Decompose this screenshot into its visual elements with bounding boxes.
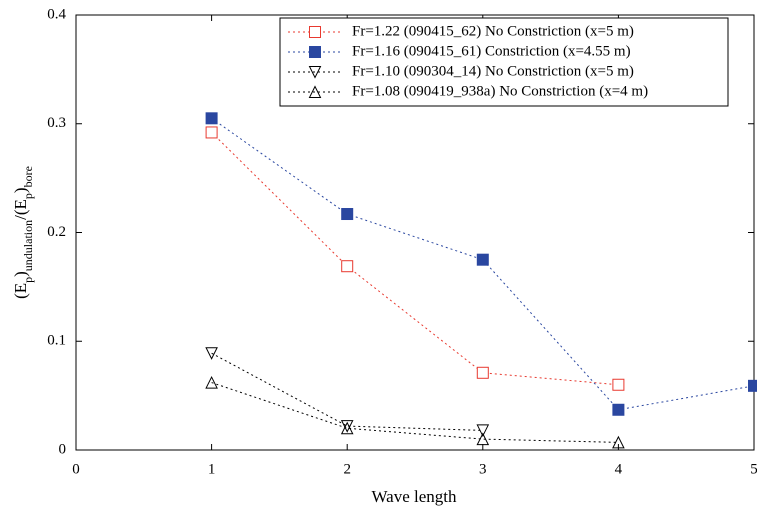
legend-label: Fr=1.16 (090415_61) Constriction (x=4.55… — [352, 43, 631, 59]
x-tick-label: 2 — [343, 461, 351, 477]
marker — [205, 347, 218, 360]
x-tick-label: 0 — [72, 461, 80, 477]
y-axis-label: (Ep)undulation/(Ep)bore — [11, 166, 35, 299]
marker — [476, 424, 490, 438]
y-axis-label-part: ) — [11, 271, 30, 277]
marker — [476, 253, 489, 266]
legend-marker — [309, 26, 321, 38]
y-axis-label-part: bore — [21, 166, 35, 187]
legend-label: Fr=1.22 (090415_62) No Constriction (x=5… — [352, 23, 634, 39]
marker — [341, 260, 354, 273]
x-tick-label: 3 — [479, 461, 487, 477]
legend-marker — [308, 66, 322, 79]
marker — [340, 421, 354, 435]
legend-box — [279, 17, 729, 107]
y-axis-label-part: (E — [11, 283, 30, 299]
x-tick-label: 1 — [208, 461, 216, 477]
marker — [476, 432, 490, 446]
series-line — [211, 382, 619, 443]
x-tick-label: 4 — [615, 461, 623, 477]
x-tick-label: 5 — [750, 461, 757, 477]
y-axis-label-part: ) — [11, 187, 30, 193]
y-axis-label-part: p — [21, 277, 35, 283]
marker — [476, 366, 489, 379]
y-tick-label: 0.3 — [47, 115, 66, 131]
y-axis-label-part: undulation — [21, 220, 35, 271]
marker — [205, 112, 218, 125]
marker — [612, 435, 625, 449]
y-tick-label: 0.1 — [47, 333, 66, 349]
y-axis-label-part: p — [21, 193, 35, 199]
series-line — [211, 132, 619, 386]
y-tick-label: 0 — [59, 441, 67, 457]
marker — [612, 403, 625, 416]
marker — [748, 379, 757, 392]
legend-marker — [308, 85, 322, 98]
marker — [340, 420, 354, 433]
x-axis-label: Wave length — [371, 487, 457, 506]
y-axis-label-part: /(E — [11, 199, 30, 220]
marker — [612, 378, 625, 391]
marker — [205, 126, 218, 139]
series-line — [211, 117, 755, 411]
marker — [205, 375, 218, 389]
y-tick-label: 0.2 — [47, 224, 66, 240]
series-line — [211, 352, 483, 431]
legend-label: Fr=1.10 (090304_14) No Constriction (x=5… — [352, 63, 634, 79]
legend-marker — [309, 46, 321, 58]
y-tick-label: 0.4 — [47, 6, 66, 22]
marker — [341, 208, 354, 221]
legend-label: Fr=1.08 (090419_938a) No Constriction (x… — [352, 83, 648, 99]
